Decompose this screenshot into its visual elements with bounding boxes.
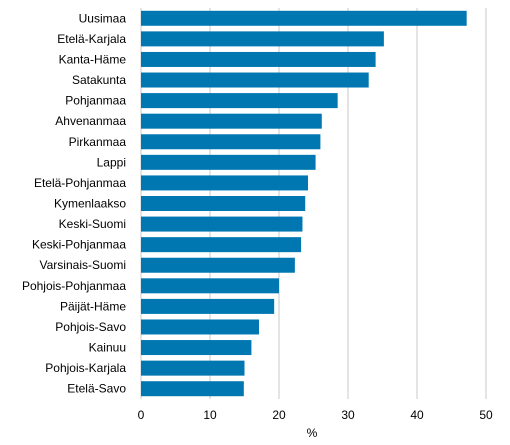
category-labels: Uusimaa Etelä-Karjala Kanta-Häme Satakunta P… (22, 11, 126, 395)
category-label: Keski-Pohjanmaa (32, 238, 126, 252)
bars (141, 10, 467, 397)
category-label: Lappi (97, 155, 126, 169)
category-label: Pohjois-Savo (55, 320, 126, 334)
bar (141, 381, 244, 397)
bar (141, 10, 467, 26)
category-label: Ahvenanmaa (55, 114, 126, 128)
bar (141, 175, 308, 191)
bar (141, 154, 316, 170)
x-tick-label: 20 (272, 408, 286, 422)
bar (141, 134, 321, 150)
bar (141, 93, 338, 109)
x-tick-labels: 0 10 20 30 40 50 (138, 408, 493, 422)
category-label: Satakunta (72, 73, 126, 87)
category-label: Pohjanmaa (65, 94, 126, 108)
category-label: Etelä-Pohjanmaa (34, 176, 126, 190)
bar (141, 340, 252, 356)
category-label: Etelä-Karjala (57, 32, 126, 46)
x-tick-label: 10 (203, 408, 217, 422)
category-label: Varsinais-Suomi (40, 258, 126, 272)
bar (141, 237, 302, 253)
x-axis-title: % (307, 426, 318, 440)
category-label: Kymenlaakso (54, 197, 126, 211)
bar (141, 113, 322, 129)
x-tick-label: 40 (410, 408, 424, 422)
category-label: Pohjois-Pohjanmaa (22, 279, 126, 293)
bar (141, 216, 303, 232)
bar (141, 51, 376, 67)
x-tick-label: 50 (479, 408, 493, 422)
x-tick-label: 30 (341, 408, 355, 422)
bar (141, 298, 275, 314)
x-tick-label: 0 (138, 408, 145, 422)
category-label: Päijät-Häme (60, 299, 126, 313)
category-label: Kanta-Häme (59, 52, 127, 66)
bar (141, 31, 384, 47)
category-label: Pohjois-Karjala (45, 361, 126, 375)
bar (141, 196, 306, 211)
category-label: Uusimaa (79, 11, 127, 25)
bar (141, 72, 369, 88)
bar (141, 319, 259, 335)
category-label: Pirkanmaa (69, 135, 127, 149)
bar (141, 278, 279, 294)
category-label: Keski-Suomi (59, 217, 126, 231)
category-label: Kainuu (89, 341, 126, 355)
bar (141, 257, 295, 273)
category-label: Etelä-Savo (67, 382, 126, 396)
bar (141, 360, 245, 376)
